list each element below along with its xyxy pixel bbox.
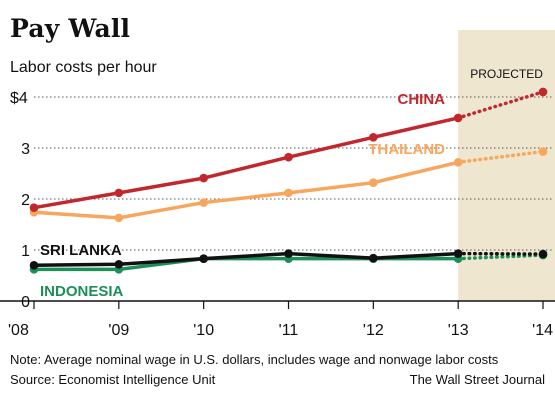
data-point	[453, 249, 463, 258]
series-line-projected	[456, 251, 545, 256]
x-tick-label: '09	[108, 322, 129, 339]
y-tick-label: 1	[21, 243, 30, 260]
data-point	[284, 152, 293, 162]
x-tick-label: '14	[532, 322, 553, 339]
data-point	[114, 213, 124, 223]
series-line-projected	[456, 90, 545, 120]
data-point	[199, 198, 208, 207]
x-tick-label: '11	[279, 322, 299, 339]
data-point	[369, 253, 378, 263]
data-point	[453, 113, 463, 123]
projected-label: PROJECTED	[470, 67, 543, 81]
chart-note: Note: Average nominal wage in U.S. dolla…	[10, 352, 499, 367]
series-line-projected	[456, 253, 545, 261]
series-label: THAILAND	[368, 141, 445, 158]
data-point	[538, 147, 548, 156]
series-label: INDONESIA	[40, 283, 124, 300]
data-point	[199, 254, 208, 263]
chart-title: Pay Wall	[10, 14, 131, 43]
x-tick-label: '12	[363, 322, 384, 339]
series-line-solid	[33, 251, 459, 268]
series-label: SRI LANKA	[40, 242, 122, 259]
data-point	[114, 188, 124, 198]
data-point	[453, 157, 463, 167]
y-tick-label: 3	[21, 141, 30, 158]
y-tick-label: 2	[21, 192, 30, 209]
data-point	[29, 261, 39, 270]
series-line-projected	[456, 149, 545, 165]
x-tick-label: '13	[448, 322, 469, 339]
chart-subtitle: Labor costs per hour	[10, 59, 157, 76]
series-label: CHINA	[398, 91, 446, 108]
data-point	[538, 87, 548, 97]
chart-source: Source: Economist Intelligence Unit	[10, 372, 216, 387]
series-line-solid	[33, 160, 459, 220]
data-point	[284, 249, 293, 258]
publication-credit: The Wall Street Journal	[409, 372, 545, 387]
series-line-solid	[33, 116, 459, 210]
data-point	[284, 188, 293, 198]
data-point	[369, 178, 378, 187]
data-point	[538, 249, 548, 259]
data-point	[114, 259, 124, 269]
data-point	[199, 173, 208, 183]
y-tick-label: $4	[10, 90, 28, 107]
x-tick-label: '08	[8, 322, 29, 339]
data-point	[369, 132, 378, 142]
y-tick-label: 0	[21, 294, 30, 311]
data-point	[29, 203, 39, 212]
x-tick-label: '10	[193, 322, 214, 339]
